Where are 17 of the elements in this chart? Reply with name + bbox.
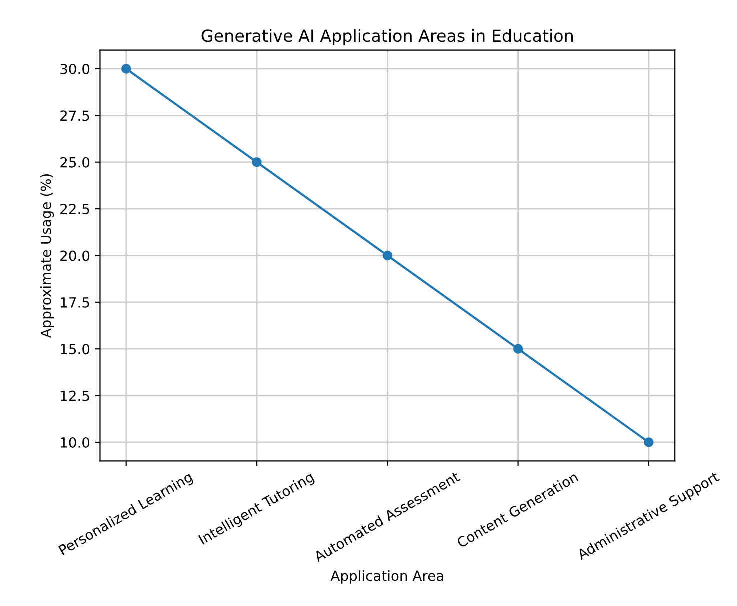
y-tick-label: 22.5 <box>60 204 90 215</box>
x-axis-title: Application Area <box>330 570 444 584</box>
point <box>122 64 132 74</box>
y-tick-label: 25.0 <box>60 157 90 168</box>
y-tick-label: 20.0 <box>60 250 90 262</box>
y-axis-title: Approximate Usage (%) <box>40 174 54 338</box>
point <box>382 250 393 261</box>
y-tick-label: 17.5 <box>61 298 90 308</box>
y-tick-label: 10.0 <box>61 437 90 448</box>
y-tick-label: 15.0 <box>61 344 90 355</box>
y-tick-label: 12.5 <box>61 390 90 402</box>
point <box>644 438 654 448</box>
y-tick-label: 27.5 <box>60 110 90 122</box>
chart-title: Generative AI Application Areas in Education <box>202 29 573 46</box>
point <box>252 157 262 168</box>
y-tick-label: 30.0 <box>60 64 90 74</box>
point <box>513 344 524 354</box>
